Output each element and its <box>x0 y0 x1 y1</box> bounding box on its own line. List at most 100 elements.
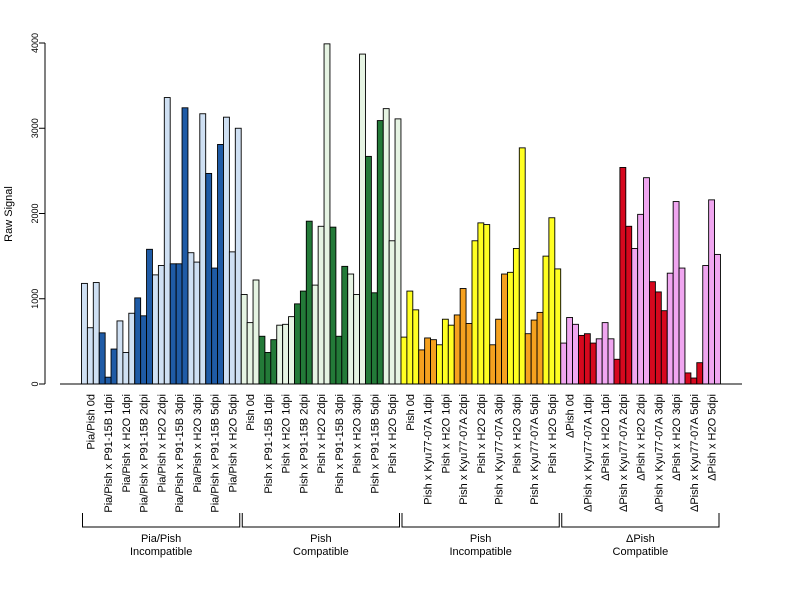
bar <box>643 177 650 385</box>
bar <box>441 318 449 385</box>
x-tick-label: Pish x Kyu77-07A 2dpi <box>458 394 470 505</box>
y-tick-label: 0 <box>30 381 40 386</box>
bar <box>323 43 331 385</box>
bar <box>424 337 431 385</box>
bar <box>122 352 130 385</box>
x-tick-label: Pish x Kyu77-07A 5dpi <box>529 394 541 505</box>
bar <box>205 172 213 385</box>
bar <box>589 342 597 385</box>
x-tick-label: Pish x H2O 2dpi <box>476 394 488 473</box>
bar <box>359 53 366 385</box>
bar <box>294 303 301 385</box>
bar <box>163 97 171 385</box>
bar <box>246 322 254 385</box>
bar <box>317 225 325 385</box>
x-tick-label: Pish x H2O 1dpi <box>281 394 293 473</box>
group-bracket <box>561 513 720 528</box>
x-tick-label: Pia/Pish x P91-15B 2dpi <box>139 394 151 513</box>
group-label-line1: ΔPish <box>626 533 655 545</box>
bar <box>696 362 704 385</box>
x-tick-label: Pish x P91-15B 5dpi <box>369 394 381 494</box>
bar <box>217 143 224 385</box>
x-tick-label: ΔPish x H2O 2dpi <box>636 394 648 481</box>
x-tick-label: ΔPish x Kyu77-07A 2dpi <box>618 394 630 512</box>
bar <box>86 327 94 385</box>
x-tick-label: ΔPish x H2O 1dpi <box>600 394 612 481</box>
x-tick-label: Pish x P91-15B 3dpi <box>334 394 346 494</box>
bar <box>104 376 112 385</box>
bar <box>187 252 195 385</box>
bar <box>406 290 414 385</box>
bar <box>507 271 514 385</box>
bar <box>613 358 621 385</box>
bar <box>175 263 183 385</box>
bar <box>708 199 716 385</box>
bar <box>376 120 384 385</box>
bar <box>152 274 159 385</box>
bar <box>288 316 295 385</box>
bar <box>447 324 455 385</box>
bar <box>341 265 349 385</box>
x-tick-label: Pish x H2O 5dpi <box>547 394 559 473</box>
bar <box>489 344 497 385</box>
y-axis-label: Raw Signal <box>3 186 15 242</box>
bar <box>252 279 260 385</box>
bar <box>578 334 585 385</box>
bars <box>81 43 721 385</box>
bar <box>465 323 473 385</box>
bar <box>140 315 147 385</box>
bar <box>459 288 467 385</box>
bar <box>583 333 591 385</box>
bar <box>299 290 307 385</box>
bar <box>388 240 396 385</box>
bar <box>223 116 230 385</box>
bar <box>353 294 360 385</box>
bar <box>672 201 680 385</box>
bar <box>240 294 248 385</box>
bar <box>554 268 562 385</box>
bar <box>483 224 491 385</box>
bar <box>524 333 532 385</box>
bar <box>566 317 574 385</box>
x-tick-label: Pish x P91-15B 2dpi <box>298 394 310 494</box>
bar <box>666 272 674 385</box>
x-tick-label: Pia/Pish x H2O 5dpi <box>227 394 239 492</box>
group-label-line1: Pia/Pish <box>141 533 181 545</box>
bar <box>430 339 437 385</box>
x-tick-label: Pia/Pish 0d <box>85 394 97 450</box>
x-tick-label: Pish x H2O 3dpi <box>511 394 523 473</box>
x-tick-label: Pish x H2O 1dpi <box>440 394 452 473</box>
bar <box>270 339 278 385</box>
bar <box>512 248 520 385</box>
bar <box>199 113 207 385</box>
x-tick-label: Pish x H2O 5dpi <box>387 394 399 473</box>
y-tick-label: 1000 <box>30 289 40 309</box>
x-axis-tick-labels: Pia/Pish 0d Pia/Pish x P91-15B 1dpi Pia/Pi… <box>85 394 718 513</box>
bar <box>501 273 508 385</box>
bar <box>347 273 355 385</box>
bar <box>311 284 319 385</box>
x-tick-label: ΔPish x Kyu77-07A 5dpi <box>689 394 701 512</box>
group-label-line2: Compatible <box>613 546 669 558</box>
group-bracket <box>241 513 400 528</box>
bar <box>572 323 579 385</box>
x-tick-label: Pish x P91-15B 1dpi <box>263 394 275 494</box>
bar <box>684 372 692 385</box>
group-label-line2: Incompatible <box>449 546 511 558</box>
bar <box>370 292 378 385</box>
y-tick-label: 3000 <box>30 118 40 138</box>
y-tick-label: 2000 <box>30 203 40 223</box>
bar <box>601 322 609 385</box>
bar <box>714 253 721 385</box>
group-label-line2: Compatible <box>293 546 349 558</box>
bar <box>678 267 686 385</box>
bar <box>98 332 106 385</box>
bar <box>146 248 153 385</box>
bar <box>412 309 420 385</box>
bar <box>548 217 556 385</box>
bar <box>453 314 461 385</box>
bar <box>110 348 118 385</box>
bar <box>258 335 266 385</box>
bar <box>81 282 88 385</box>
x-tick-label: ΔPish 0d <box>565 394 577 438</box>
